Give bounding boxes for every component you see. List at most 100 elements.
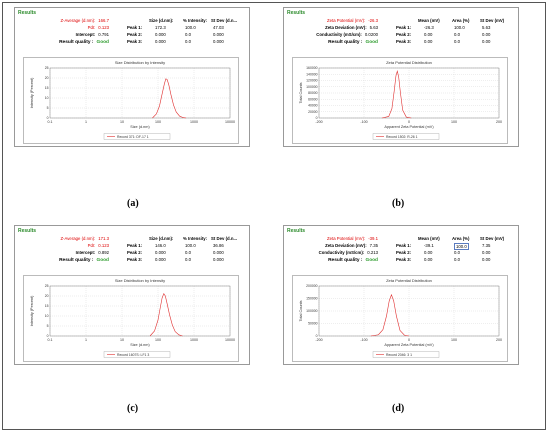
table-cell: 0.000 xyxy=(213,257,224,262)
x-axis-label: Size (d.nm) xyxy=(130,125,150,129)
table-cell: 100.0 xyxy=(454,25,465,30)
panel-caption: (a) xyxy=(127,198,139,209)
table-header: Area (%) xyxy=(452,18,470,23)
legend: Record 1502: R-26 1 xyxy=(372,133,440,140)
table-cell: 100.0 xyxy=(454,243,469,250)
summary-value: 0.123 xyxy=(98,25,109,30)
results-panel-b: Results Zeta Potential (mV): -26.3 Zeta Dev… xyxy=(283,7,519,147)
series-line xyxy=(152,78,187,119)
table-cell: 100.0 xyxy=(185,243,196,248)
summary-row: PdI: 0.123 xyxy=(19,25,109,30)
summary-row: Result quality : Good xyxy=(19,257,109,263)
table-cell: 0.00 xyxy=(482,32,491,37)
table-header: Size (d.nm): xyxy=(149,18,174,23)
chart-box: Size Distribution by Intensity 0.1 1 10 100 1… xyxy=(23,275,239,362)
y-tick-label: 140000 xyxy=(306,72,317,76)
series-line xyxy=(381,69,412,119)
y-tick-label: 10 xyxy=(45,96,49,100)
x-tick-label: 0 xyxy=(408,338,410,342)
table-cell: 5.63 xyxy=(482,25,491,30)
y-tick-label: 50000 xyxy=(308,322,318,326)
summary-row: Zeta Potential (mV): -39.1 xyxy=(288,236,378,241)
table-cell: 7.35 xyxy=(482,243,491,248)
table-row-label: Peak 3: xyxy=(127,39,143,44)
y-tick-label: 5 xyxy=(47,106,49,110)
table-header: Size (d.nm): xyxy=(149,236,174,241)
chart-box: Size Distribution by Intensity 0.1 1 10 100 1… xyxy=(23,57,239,144)
legend-box xyxy=(372,133,440,140)
table-row-label: Peak 1: xyxy=(127,25,143,30)
table-cell: 0.00 xyxy=(482,250,491,255)
x-tick-label: 100 xyxy=(451,120,457,124)
summary-value: 0.213 xyxy=(367,250,378,255)
x-tick-label: -200 xyxy=(315,120,322,124)
y-tick-label: 0 xyxy=(316,334,318,338)
y-tick-label: 10 xyxy=(45,314,49,318)
results-summary: Zeta Potential (mV): -26.3 Zeta Deviation … xyxy=(284,18,518,58)
summary-row: Result quality : Good xyxy=(288,257,378,263)
x-tick-label: 1000 xyxy=(190,338,198,342)
table-cell: 0.000 xyxy=(155,250,166,255)
summary-label: PdI: xyxy=(87,243,96,248)
results-summary: Z-Average (d.nm): 171.3 PdI: 0.123 Intercept… xyxy=(15,236,249,276)
legend-label: Record 371: DF-17 1 xyxy=(117,135,149,139)
table-cell: 0.00 xyxy=(424,39,433,44)
x-axis-label: Apparent Zeta Potential (mV) xyxy=(384,343,434,347)
y-tick-label: 25 xyxy=(45,284,49,288)
chart-title: Size Distribution by Intensity xyxy=(115,278,165,283)
summary-row: Intercept: 0.791 xyxy=(19,32,109,37)
chart-box: Zeta Potential Distribution -200 -100 0 100 2… xyxy=(292,275,508,362)
results-header: Results xyxy=(18,228,37,234)
table-header: Mean (mV) xyxy=(418,18,440,23)
table-cell: 0.000 xyxy=(155,39,166,44)
summary-label: Zeta Deviation (mV): xyxy=(325,25,367,30)
summary-label: Z-Average (d.nm): xyxy=(60,236,96,241)
plot-area xyxy=(318,67,500,119)
plot-area xyxy=(49,67,231,119)
y-tick-label: 80000 xyxy=(308,91,318,95)
summary-label: Result quality : xyxy=(328,258,363,263)
results-panel-a: Results Z-Average (d.nm): 166.7 PdI: 0.123 In… xyxy=(14,7,250,147)
x-tick-label: 1000 xyxy=(190,120,198,124)
table-header: St Dev (d.n... xyxy=(211,236,238,241)
legend-label: Record 2046: 3 1 xyxy=(386,353,412,357)
y-tick-label: 60000 xyxy=(308,97,318,101)
summary-value: Good xyxy=(96,40,109,45)
table-row-label: Peak 1: xyxy=(396,243,412,248)
results-summary: Z-Average (d.nm): 166.7 PdI: 0.123 Intercept… xyxy=(15,18,249,58)
summary-label: Result quality : xyxy=(328,40,363,45)
x-tick-label: 10000 xyxy=(225,120,235,124)
table-row-label: Peak 3: xyxy=(396,257,412,262)
summary-label: Zeta Deviation (mV): xyxy=(325,243,367,248)
panel-caption: (c) xyxy=(127,403,139,414)
summary-row: Intercept: 0.892 xyxy=(19,250,109,255)
x-tick-label: 0.1 xyxy=(48,338,53,342)
table-cell: 0.0 xyxy=(185,257,191,262)
x-tick-label: 1 xyxy=(85,338,87,342)
chart-title: Size Distribution by Intensity xyxy=(115,60,165,65)
legend: Record 1607S: LF1 3 xyxy=(103,351,171,358)
summary-row: Conductivity (mS/cm): 0.0200 xyxy=(288,32,378,37)
series-line xyxy=(149,292,183,337)
y-tick-label: 100000 xyxy=(306,85,317,89)
legend-label: Record 1502: R-26 1 xyxy=(386,135,418,139)
legend: Record 371: DF-17 1 xyxy=(103,133,171,140)
y-tick-label: 0 xyxy=(316,116,318,120)
table-cell: 0.0 xyxy=(454,250,460,255)
chart-title: Zeta Potential Distribution xyxy=(386,278,432,283)
summary-value: 0.0200 xyxy=(364,32,378,37)
table-cell: 100.0 xyxy=(185,25,196,30)
y-tick-label: 0 xyxy=(47,116,49,120)
results-panel-d: Results Zeta Potential (mV): -39.1 Zeta Dev… xyxy=(283,225,519,365)
x-tick-label: 10000 xyxy=(225,338,235,342)
x-tick-label: 1 xyxy=(85,120,87,124)
table-header: % Intensity: xyxy=(183,236,208,241)
table-cell: 0.000 xyxy=(213,250,224,255)
summary-row: Zeta Deviation (mV): 7.35 xyxy=(288,243,378,248)
summary-label: Intercept: xyxy=(75,32,96,37)
y-tick-label: 200000 xyxy=(306,284,317,288)
y-tick-label: 25 xyxy=(45,66,49,70)
table-header: Area (%) xyxy=(452,236,470,241)
chart-svg: Zeta Potential Distribution -200 -100 0 100 2… xyxy=(299,278,502,358)
results-summary: Zeta Potential (mV): -39.1 Zeta Deviation … xyxy=(284,236,518,276)
